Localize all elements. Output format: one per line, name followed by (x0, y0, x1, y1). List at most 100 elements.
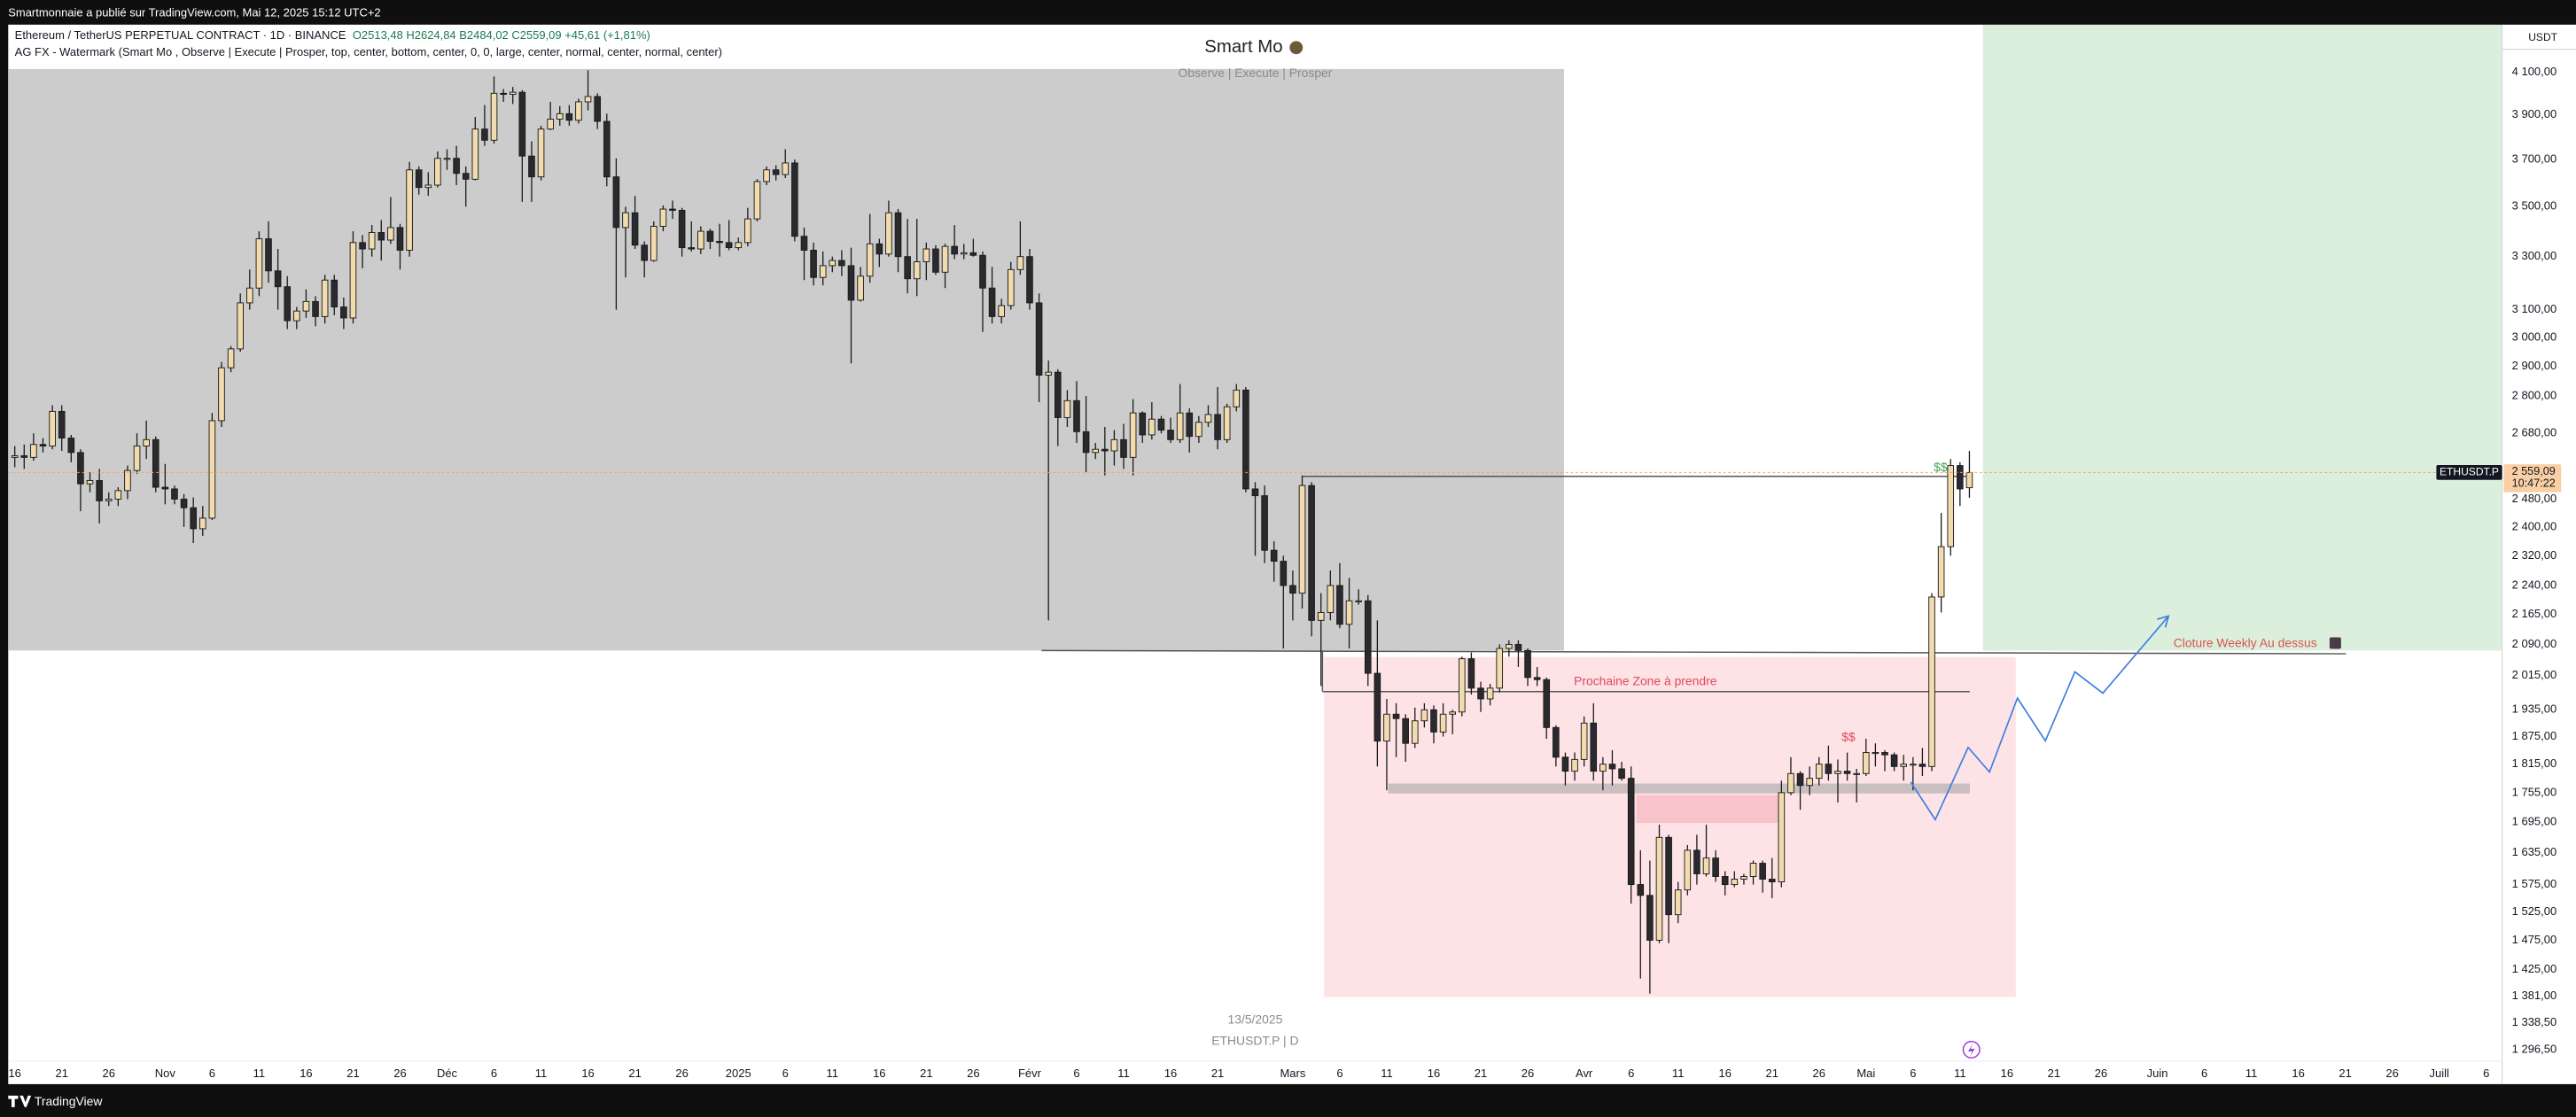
x-tick-label: 26 (393, 1067, 406, 1080)
x-tick-label: 21 (346, 1067, 359, 1080)
x-tick-label: 21 (1766, 1067, 1778, 1080)
candle-body (20, 455, 28, 458)
candle-body (246, 287, 253, 304)
candle-body (500, 92, 507, 95)
watermark-date: 13/5/2025 (1228, 1012, 1283, 1026)
x-tick-label: 11 (827, 1067, 838, 1080)
x-tick-label: Juin (2147, 1067, 2168, 1080)
x-tick-label: 6 (1073, 1067, 1079, 1080)
last-price-box (2503, 464, 2562, 493)
candle-body (631, 212, 639, 246)
y-tick-label: 2 680,00 (2512, 426, 2557, 439)
x-tick-label: 11 (535, 1067, 547, 1080)
candle-body (1627, 778, 1635, 886)
candle-body (1561, 756, 1569, 772)
x-tick-label: 6 (209, 1067, 215, 1080)
support-band (1388, 783, 1970, 794)
candle-body (612, 176, 620, 229)
candle-body (1233, 389, 1241, 407)
candle-body (274, 270, 282, 288)
candle-body (1825, 764, 1833, 774)
brand-logo[interactable] (8, 1095, 32, 1107)
candle-body (518, 91, 526, 157)
candle-body (1289, 585, 1296, 594)
countdown-label: 10:47:22 (2512, 477, 2556, 490)
candle-body (1167, 430, 1174, 440)
y-tick-label: 3 500,00 (2512, 199, 2557, 213)
candle-body (979, 254, 986, 289)
y-tick-label: 2 480,00 (2512, 492, 2557, 505)
candle-body (30, 444, 37, 458)
candle-body (622, 212, 629, 229)
watermark-title: Smart Mo (1204, 37, 1282, 57)
candle-body (471, 128, 479, 180)
candle-body (594, 96, 601, 122)
series-label-box (2436, 465, 2502, 480)
annotation: $$ (1934, 460, 1948, 474)
candle-body (1430, 709, 1437, 733)
candle-body (706, 230, 714, 242)
candle-body (481, 128, 488, 141)
y-tick-label: 3 700,00 (2512, 151, 2557, 165)
candle-body (1721, 876, 1729, 886)
candle-body (1749, 863, 1757, 877)
candle-body (1345, 600, 1353, 625)
candle-body (1957, 465, 1964, 490)
candle-body (1599, 764, 1607, 772)
x-tick-label: 11 (1954, 1067, 1965, 1080)
indicator-legend: AG FX - Watermark (Smart Mo , Observe | … (15, 45, 722, 58)
candle-body (368, 232, 376, 250)
published-by: Smartmonnaie a publié sur TradingView.co… (8, 5, 380, 19)
candle-body (1646, 895, 1654, 941)
candle-body (1524, 649, 1531, 679)
candle-body (434, 158, 441, 186)
y-tick-label: 1 815,00 (2512, 756, 2557, 770)
y-tick-label: 1 755,00 (2512, 785, 2557, 798)
candle-body (659, 208, 667, 227)
candle-body (1110, 438, 1118, 452)
annotation: $$ (1841, 729, 1856, 743)
projection-arrow (2157, 615, 2170, 628)
level-line (1041, 649, 2346, 655)
candle-body (1608, 764, 1616, 770)
candle-body (1590, 722, 1598, 772)
y-tick-label: 2 800,00 (2512, 389, 2557, 402)
candle-body (1937, 546, 1945, 598)
candle-body (1947, 465, 1955, 547)
candle-body (1242, 389, 1249, 490)
candle-body (1900, 764, 1908, 767)
alert-icon[interactable] (1962, 1040, 1981, 1059)
candle-body (1364, 600, 1372, 674)
x-tick-label: 11 (2245, 1067, 2257, 1080)
candle-body (1439, 713, 1447, 733)
candle-body (791, 162, 798, 237)
candle-body (152, 438, 160, 488)
candle-body (1467, 658, 1475, 689)
brand-name[interactable]: TradingView (35, 1094, 103, 1108)
y-tick-label: 1 338,50 (2512, 1015, 2557, 1028)
last-price-label: 2 559,09 (2512, 465, 2556, 477)
candle-body (509, 91, 517, 95)
candle-body (1655, 836, 1663, 941)
candle-body (293, 310, 300, 322)
candle-body (951, 245, 958, 255)
candle-body (1571, 758, 1578, 772)
candle-body (988, 287, 996, 317)
series-label: ETHUSDT.P (2440, 466, 2499, 478)
candle-body (49, 410, 56, 447)
candle-body (208, 420, 216, 519)
candle-body (255, 238, 263, 289)
candle-body (1506, 643, 1513, 649)
candle-body (1045, 371, 1052, 376)
x-tick-label: Déc (437, 1067, 458, 1080)
candle-body (1223, 406, 1231, 440)
x-tick-label: 6 (491, 1067, 497, 1080)
y-tick-label: 3 900,00 (2512, 107, 2557, 120)
candle-body (1120, 438, 1127, 458)
candle-body (161, 486, 169, 490)
candle-body (1411, 720, 1419, 744)
candle-body (114, 490, 122, 500)
x-tick-label: 11 (1117, 1067, 1129, 1080)
y-tick-label: 1 575,00 (2512, 877, 2557, 890)
y-tick-label: 1 525,00 (2512, 904, 2557, 918)
